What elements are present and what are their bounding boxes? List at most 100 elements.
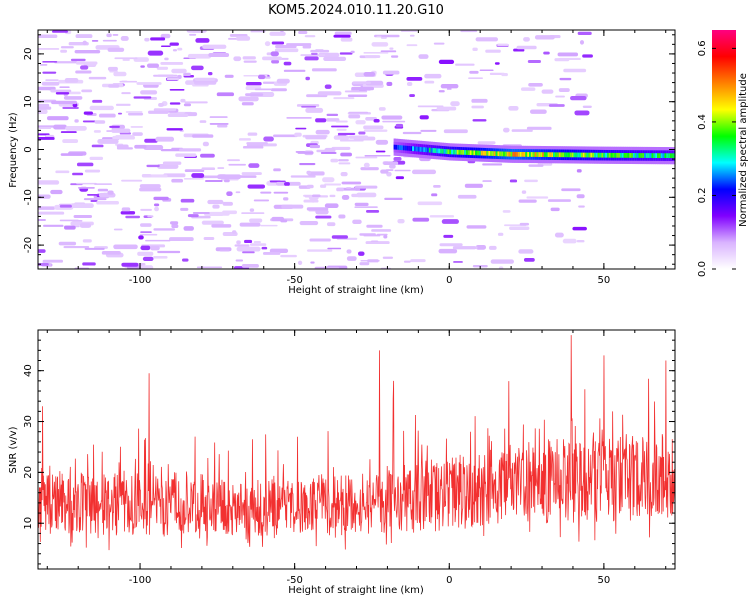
spectrogram-cell [122, 58, 130, 61]
spectrogram-cell [166, 128, 183, 131]
spectrogram-cell [59, 86, 70, 88]
spectrogram-cell [249, 208, 255, 212]
spectrogram-cell [84, 247, 105, 250]
spectrogram-cell [344, 90, 368, 93]
spectrogram-cell [334, 31, 352, 36]
spectrogram-cell [406, 81, 413, 87]
spectrogram-cell [80, 65, 89, 70]
spectrogram-signal-cell [460, 149, 463, 155]
spectrogram-signal-cell [551, 152, 554, 158]
spectrogram-signal-cell [452, 149, 456, 155]
spectrogram-signal-cell [595, 152, 599, 158]
spectrogram-cell [175, 153, 197, 157]
spectrogram-cell [171, 68, 187, 74]
spectrogram-cell [236, 240, 241, 245]
spectrogram-cell [570, 96, 587, 101]
spectrogram-cell [144, 138, 158, 143]
spectrogram-cell [155, 136, 175, 142]
spectrogram-signal-cell [621, 152, 625, 158]
spectrogram-cell [186, 30, 207, 33]
spectrogram-cell [409, 94, 415, 97]
spectrogram-cell [74, 119, 79, 123]
spectrogram-cell [559, 57, 581, 61]
spectrogram-cell [274, 48, 299, 53]
spectrogram-cell [107, 47, 125, 52]
spectrogram-cell [299, 220, 319, 226]
spectrogram-cell [209, 123, 229, 125]
spectrogram-cell [132, 132, 143, 136]
spectrogram-y-axis-label: Frequency (Hz) [8, 112, 19, 188]
spectrogram-cell [238, 138, 251, 141]
spectrogram-signal-cell [579, 152, 582, 158]
spectrogram-cell [83, 111, 93, 115]
spectrogram-cell [63, 96, 83, 100]
spectrogram-signal-cell [486, 150, 489, 156]
spectrogram-cell [346, 249, 352, 254]
spectrogram-cell [323, 56, 347, 62]
spectrogram-cell [242, 251, 255, 254]
spectrogram-signal-cell [451, 149, 454, 155]
spectrogram-cell [305, 76, 310, 81]
spectrogram-cell [146, 63, 160, 68]
spectrogram-signal-cell [443, 149, 446, 154]
spectrogram-cell [273, 191, 289, 194]
y-tick-label: 20 [23, 48, 34, 61]
spectrogram-cell [202, 44, 227, 49]
spectrogram-cell [84, 169, 101, 173]
spectrogram-cell [38, 106, 52, 110]
spectrogram-cell [523, 257, 535, 262]
spectrogram-cell [154, 206, 159, 212]
spectrogram-cell [150, 37, 166, 41]
spectrogram-cell [92, 99, 103, 103]
spectrogram-cell [468, 77, 483, 79]
spectrogram-signal-cell [445, 149, 448, 154]
spectrogram-cell [227, 159, 240, 162]
spectrogram-cell [153, 228, 176, 231]
y-tick-label: -20 [23, 237, 34, 253]
spectrogram-signal-cell [673, 153, 675, 159]
spectrogram-cell [161, 45, 171, 48]
spectrogram-signal-cell [438, 148, 441, 154]
spectrogram-cell [53, 124, 67, 130]
spectrogram-cell [138, 235, 144, 240]
spectrogram-cell [113, 244, 138, 250]
spectrogram-signal-cell [495, 151, 498, 157]
spectrogram-cell [207, 72, 213, 76]
y-tick-label: 0 [23, 146, 34, 152]
spectrogram-cell [327, 247, 342, 250]
spectrogram-cell [93, 130, 101, 133]
spectrogram-cell [310, 49, 330, 53]
spectrogram-cell [75, 34, 93, 39]
spectrogram-cell [384, 197, 403, 201]
spectrogram-cell [88, 76, 107, 80]
spectrogram-cell [346, 186, 352, 189]
spectrogram-cell [325, 118, 340, 122]
spectrogram-cell [357, 251, 365, 256]
spectrogram-cell [192, 134, 214, 138]
spectrogram-signal-cell [606, 152, 610, 158]
spectrogram-signal-cell [447, 149, 450, 155]
spectrogram-signal-cell [397, 145, 400, 150]
spectrogram-cell [429, 215, 455, 218]
spectrogram-cell [248, 163, 260, 168]
spectrogram-cell [358, 131, 366, 135]
colorbar-tick-label: 0.6 [697, 40, 708, 56]
spectrogram-cell [382, 70, 400, 75]
spectrogram-cell [51, 100, 77, 105]
spectrogram-signal-cell [666, 153, 669, 159]
snr-x-axis-label: Height of straight line (km) [288, 585, 424, 596]
spectrogram-cell [164, 57, 169, 61]
spectrogram-cell [326, 113, 339, 117]
spectrogram-cell [82, 40, 87, 46]
spectrogram-cell [112, 33, 119, 36]
spectrogram-cell [298, 31, 308, 35]
spectrogram-cell [411, 169, 437, 175]
spectrogram-cell [235, 191, 241, 194]
spectrogram-cell [111, 128, 131, 133]
spectrogram-cell [300, 54, 326, 57]
spectrogram-signal-cell [582, 152, 586, 158]
spectrogram-cell [254, 88, 273, 91]
spectrogram-cell [144, 37, 150, 42]
spectrogram-signal-cell [638, 153, 641, 158]
spectrogram-signal-cell [658, 153, 662, 158]
